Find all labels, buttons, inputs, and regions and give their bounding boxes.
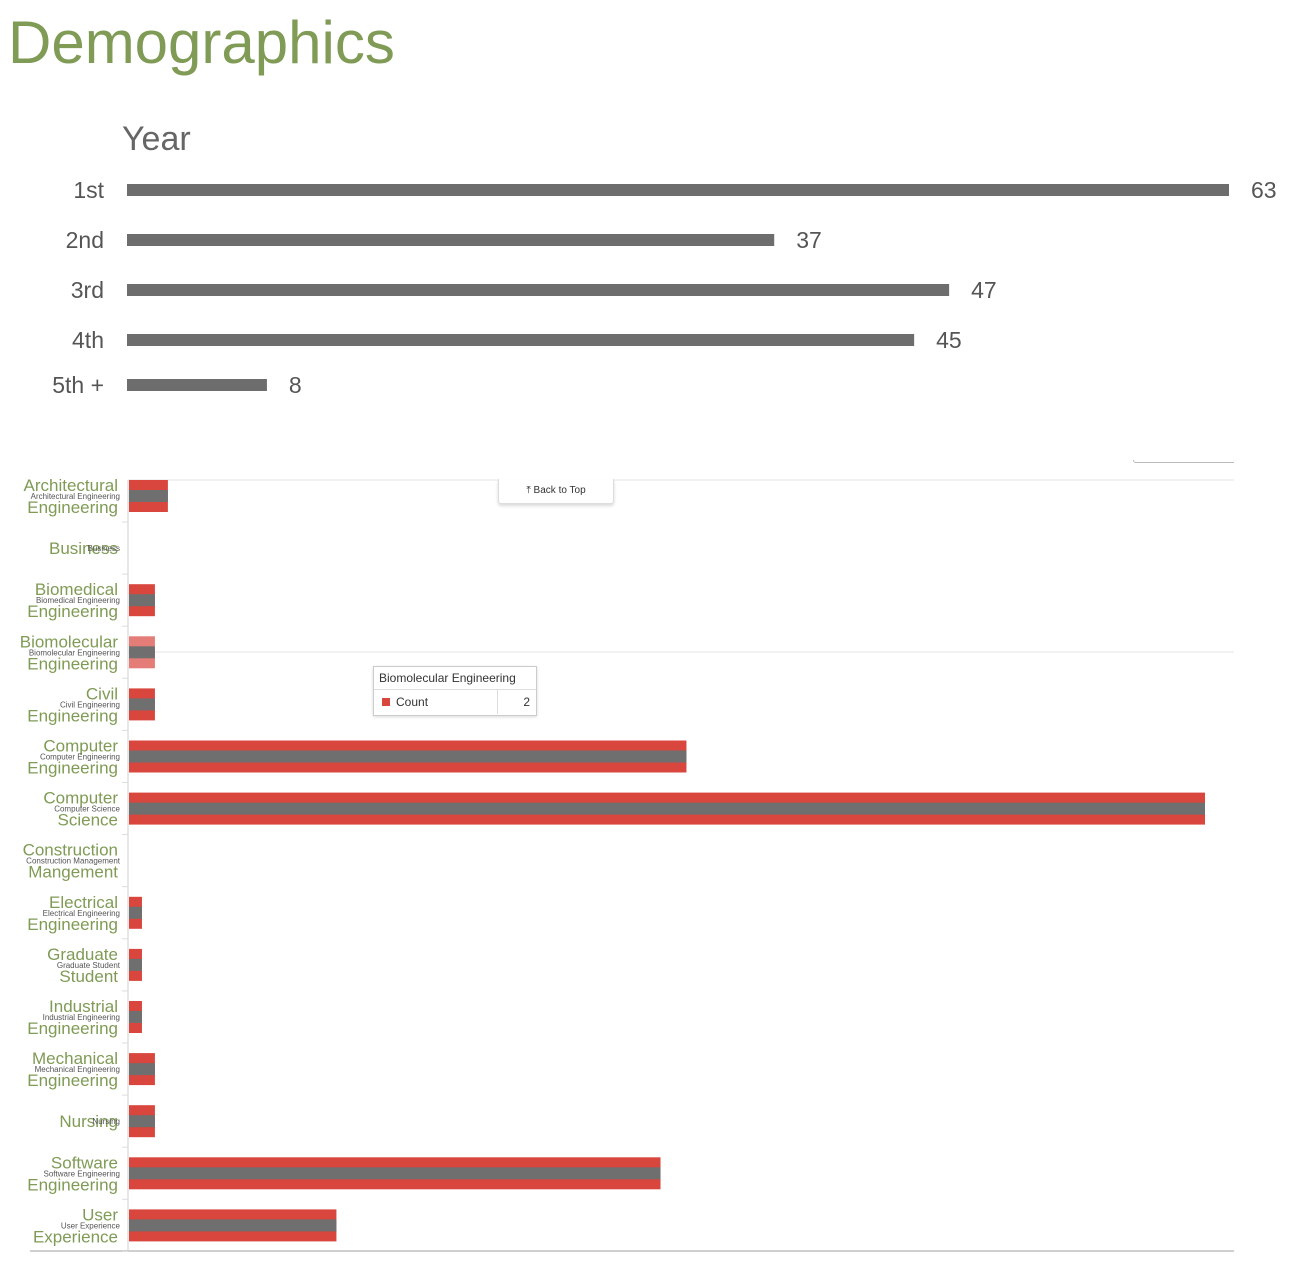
year-data-label: 45 <box>936 327 962 353</box>
back-to-top-button[interactable]: ⤒ Back to Top <box>498 479 614 504</box>
major-bar-inner <box>129 594 155 607</box>
year-bar <box>127 234 775 246</box>
major-category-label: Business <box>49 539 118 558</box>
major-small-label: User Experience <box>61 1221 121 1230</box>
year-data-label: 63 <box>1251 177 1277 203</box>
year-data-label: 47 <box>971 277 997 303</box>
major-category-label: Mangement <box>28 863 118 882</box>
major-bar-inner <box>129 1167 661 1180</box>
major-small-label: Computer Engineering <box>40 753 120 762</box>
major-category-label: Engineering <box>27 498 118 517</box>
year-chart: 1st 63 2nd 37 3rd 47 4th 45 5th + 8 <box>52 177 1277 398</box>
tooltip-value: 2 <box>523 695 530 709</box>
year-tick-label: 2nd <box>66 227 104 253</box>
major-small-label: Electrical Engineering <box>43 909 120 918</box>
tooltip-swatch <box>382 698 390 706</box>
major-small-label: Software Engineering <box>44 1169 121 1178</box>
major-bar-inner <box>129 1219 337 1232</box>
year-tick-label: 3rd <box>71 277 104 303</box>
major-category-label: Biomolecular <box>20 632 119 651</box>
major-small-label: Biomolecular Engineering <box>29 648 120 657</box>
major-bar-inner <box>129 490 168 502</box>
major-small-label: Nursing <box>92 1117 120 1126</box>
major-bar-inner <box>129 750 687 763</box>
tooltip-title: Biomolecular Engineering <box>374 667 536 690</box>
major-small-label: Business <box>88 544 120 553</box>
major-category-label: Engineering <box>27 759 118 778</box>
year-data-label: 37 <box>796 227 822 253</box>
major-category-label: Engineering <box>27 915 118 934</box>
major-category-label: Electrical <box>49 893 118 912</box>
panel-corner <box>1133 460 1234 463</box>
major-small-label: Civil Engineering <box>60 700 120 709</box>
major-small-label: Mechanical Engineering <box>35 1065 120 1074</box>
major-category-label: Engineering <box>27 1175 118 1194</box>
page-title: Demographics <box>8 9 395 76</box>
major-category-label: Engineering <box>27 706 118 725</box>
major-small-label: Biomedical Engineering <box>36 596 120 605</box>
major-bar-inner <box>129 802 1205 815</box>
major-small-label: Graduate Student <box>57 961 121 970</box>
major-category-label: User <box>82 1205 118 1224</box>
major-bar-inner <box>129 1011 142 1023</box>
chart-tooltip: Biomolecular Engineering Count 2 <box>373 666 537 716</box>
tooltip-series-label: Count <box>396 695 429 709</box>
major-bar-inner <box>129 958 142 971</box>
major-bar-inner <box>129 1115 155 1128</box>
year-tick-label: 5th + <box>52 372 104 398</box>
major-category-label: Construction <box>23 841 118 860</box>
year-bar <box>127 379 267 391</box>
major-category-label: Mechanical <box>32 1049 118 1068</box>
major-category-label: Nursing <box>59 1112 118 1131</box>
tooltip-row: Count 2 <box>374 690 536 714</box>
major-bar-inner <box>129 698 155 711</box>
major-category-label: Computer <box>43 789 118 808</box>
major-category-label: Engineering <box>27 654 118 673</box>
major-category-label: Software <box>51 1153 118 1172</box>
major-category-label: Civil <box>86 684 118 703</box>
major-category-label: Industrial <box>49 997 118 1016</box>
tooltip-divider <box>497 690 498 714</box>
major-category-label: Graduate <box>47 945 118 964</box>
year-bar <box>127 284 950 296</box>
major-category-label: Science <box>58 811 118 830</box>
major-category-label: Experience <box>33 1227 118 1246</box>
major-category-label: Engineering <box>27 1071 118 1090</box>
year-tick-label: 1st <box>73 177 104 203</box>
major-bar-inner <box>129 1063 155 1076</box>
year-data-label: 8 <box>289 372 302 398</box>
major-category-label: Engineering <box>27 602 118 621</box>
year-bar <box>127 184 1229 196</box>
major-bar-inner <box>129 906 142 919</box>
major-category-label: Biomedical <box>35 580 118 599</box>
year-chart-title: Year <box>122 120 191 158</box>
major-small-label: Construction Management <box>26 857 121 866</box>
major-small-label: Industrial Engineering <box>43 1013 120 1022</box>
major-category-label: Computer <box>43 737 118 756</box>
year-tick-label: 4th <box>72 327 104 353</box>
major-category-label: Engineering <box>27 1019 118 1038</box>
major-category-label: Architectural <box>24 476 118 495</box>
major-small-label: Computer Science <box>54 805 120 814</box>
major-bar-inner <box>129 646 155 659</box>
major-category-label: Student <box>59 967 118 986</box>
major-small-label: Architectural Engineering <box>31 492 120 501</box>
year-bar <box>127 334 915 346</box>
